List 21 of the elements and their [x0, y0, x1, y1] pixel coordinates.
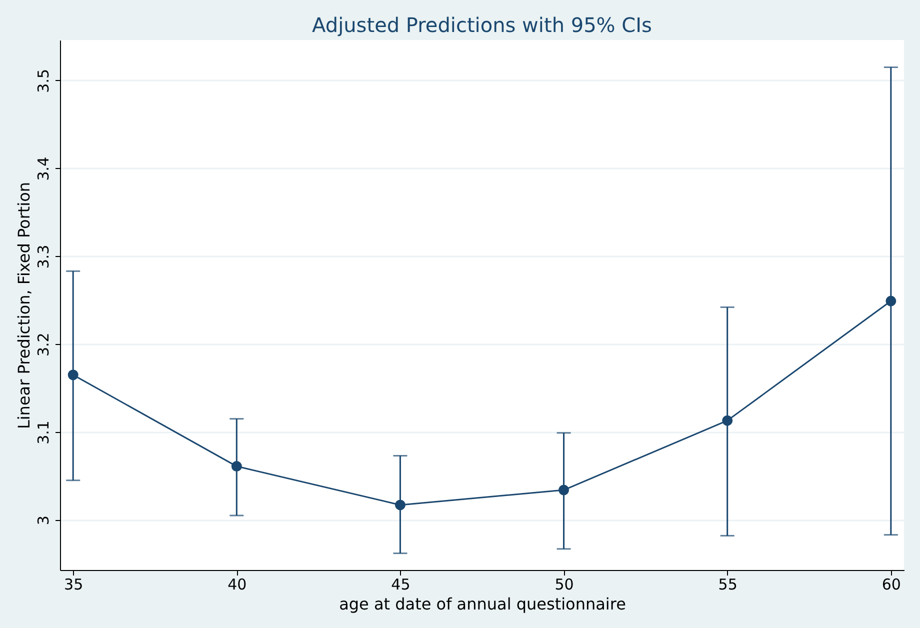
- x-tick-label: 55: [718, 576, 738, 594]
- y-tick-label: 3: [34, 516, 52, 526]
- y-tick-label: 3.2: [34, 332, 52, 357]
- point: [886, 296, 896, 306]
- y-tick-label: 3.3: [34, 244, 52, 269]
- point: [722, 415, 733, 426]
- x-axis-title: age at date of annual questionnaire: [339, 594, 626, 614]
- point: [68, 370, 78, 380]
- y-tick-label: 3.1: [34, 420, 52, 444]
- chart-title: Adjusted Predictions with 95% CIs: [312, 13, 652, 37]
- x-tick-label: 40: [228, 576, 247, 594]
- point: [394, 500, 406, 510]
- y-axis-title: Linear Prediction, Fixed Portion: [14, 182, 34, 430]
- y-tick-label: 3.5: [34, 69, 52, 93]
- y-tick-label: 3.4: [34, 156, 52, 181]
- point: [558, 484, 570, 496]
- x-tick-label: 35: [64, 576, 84, 594]
- x-tick-label: 60: [882, 576, 901, 594]
- point: [231, 461, 242, 472]
- x-tick-label: 50: [554, 576, 574, 594]
- x-tick-label: 45: [391, 576, 410, 594]
